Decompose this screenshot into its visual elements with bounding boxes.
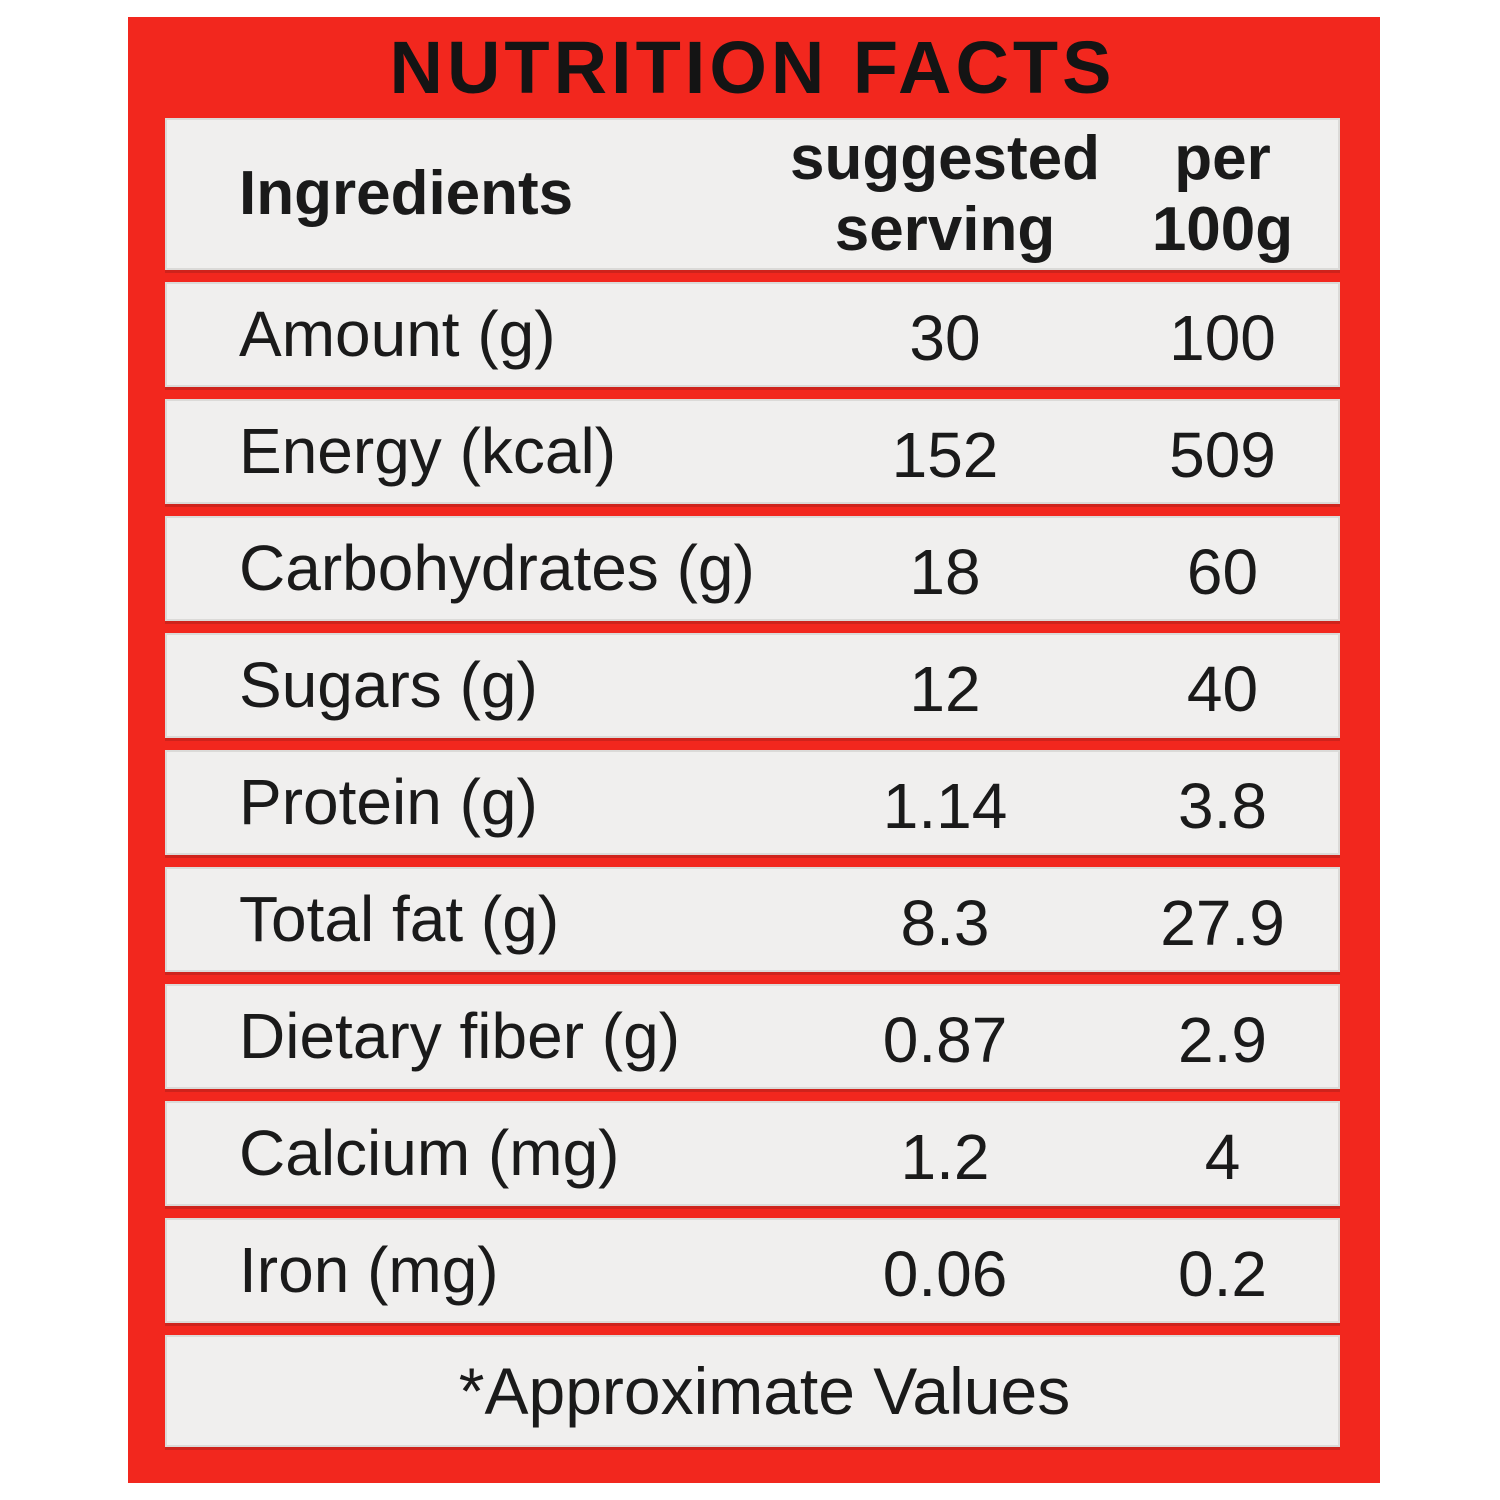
table-row: Carbohydrates (g) 18 60: [165, 516, 1340, 621]
header-serving-line1: suggested: [789, 123, 1101, 193]
table-row: Total fat (g) 8.3 27.9: [165, 867, 1340, 972]
serving-value: 0.87: [882, 1003, 1008, 1076]
table-row: Iron (mg) 0.06 0.2: [165, 1218, 1340, 1323]
header-per-100g-label: per 100g: [1103, 123, 1342, 266]
serving-value: 152: [891, 418, 999, 491]
header-suggested-serving-label: suggested serving: [787, 123, 1103, 266]
per100g-value: 3.8: [1178, 769, 1267, 842]
per100g-value: 100: [1169, 301, 1276, 374]
row-label: Dietary fiber (g): [239, 999, 680, 1072]
per100g-value: 40: [1186, 652, 1259, 725]
row-label: Energy (kcal): [239, 414, 616, 487]
serving-value: 30: [909, 301, 981, 374]
header-per100g-line1: per: [1174, 123, 1271, 193]
row-label: Protein (g): [239, 765, 538, 838]
serving-value: 1.2: [900, 1120, 990, 1193]
footer-note: *Approximate Values: [458, 1354, 1071, 1428]
table-row: Protein (g) 1.14 3.8: [165, 750, 1340, 855]
nutrition-label: NUTRITION FACTS Ingredients suggested se…: [128, 17, 1380, 1483]
per100g-value: 4: [1204, 1120, 1241, 1193]
table-row: Amount (g) 30 100: [165, 282, 1340, 387]
serving-value: 0.06: [882, 1237, 1008, 1310]
per100g-value: 60: [1186, 535, 1259, 608]
per100g-value: 27.9: [1160, 886, 1285, 959]
table-footer-row: *Approximate Values: [165, 1335, 1340, 1447]
serving-value: 8.3: [900, 886, 990, 959]
row-label: Amount (g): [239, 297, 556, 370]
row-label: Iron (mg): [239, 1233, 499, 1306]
table-header-row: Ingredients suggested serving per 100g: [165, 118, 1340, 270]
header-ingredients-label: Ingredients: [239, 159, 574, 229]
nutrition-table: Ingredients suggested serving per 100g A…: [165, 118, 1340, 1447]
row-label: Sugars (g): [239, 648, 538, 721]
serving-value: 18: [909, 535, 981, 608]
header-per100g-line2: 100g: [1151, 195, 1294, 264]
table-row: Energy (kcal) 152 509: [165, 399, 1340, 504]
table-row: Sugars (g) 12 40: [165, 633, 1340, 738]
row-label: Carbohydrates (g): [239, 531, 755, 604]
per100g-value: 2.9: [1178, 1003, 1267, 1076]
serving-value: 12: [909, 652, 981, 725]
table-row: Dietary fiber (g) 0.87 2.9: [165, 984, 1340, 1089]
table-row: Calcium (mg) 1.2 4: [165, 1101, 1340, 1206]
row-label: Calcium (mg): [239, 1116, 620, 1189]
per100g-value: 509: [1169, 418, 1276, 491]
row-label: Total fat (g): [239, 882, 560, 955]
per100g-value: 0.2: [1178, 1237, 1267, 1310]
header-serving-line2: serving: [834, 195, 1056, 264]
serving-value: 1.14: [882, 769, 1008, 842]
label-title: NUTRITION FACTS: [389, 26, 1116, 109]
